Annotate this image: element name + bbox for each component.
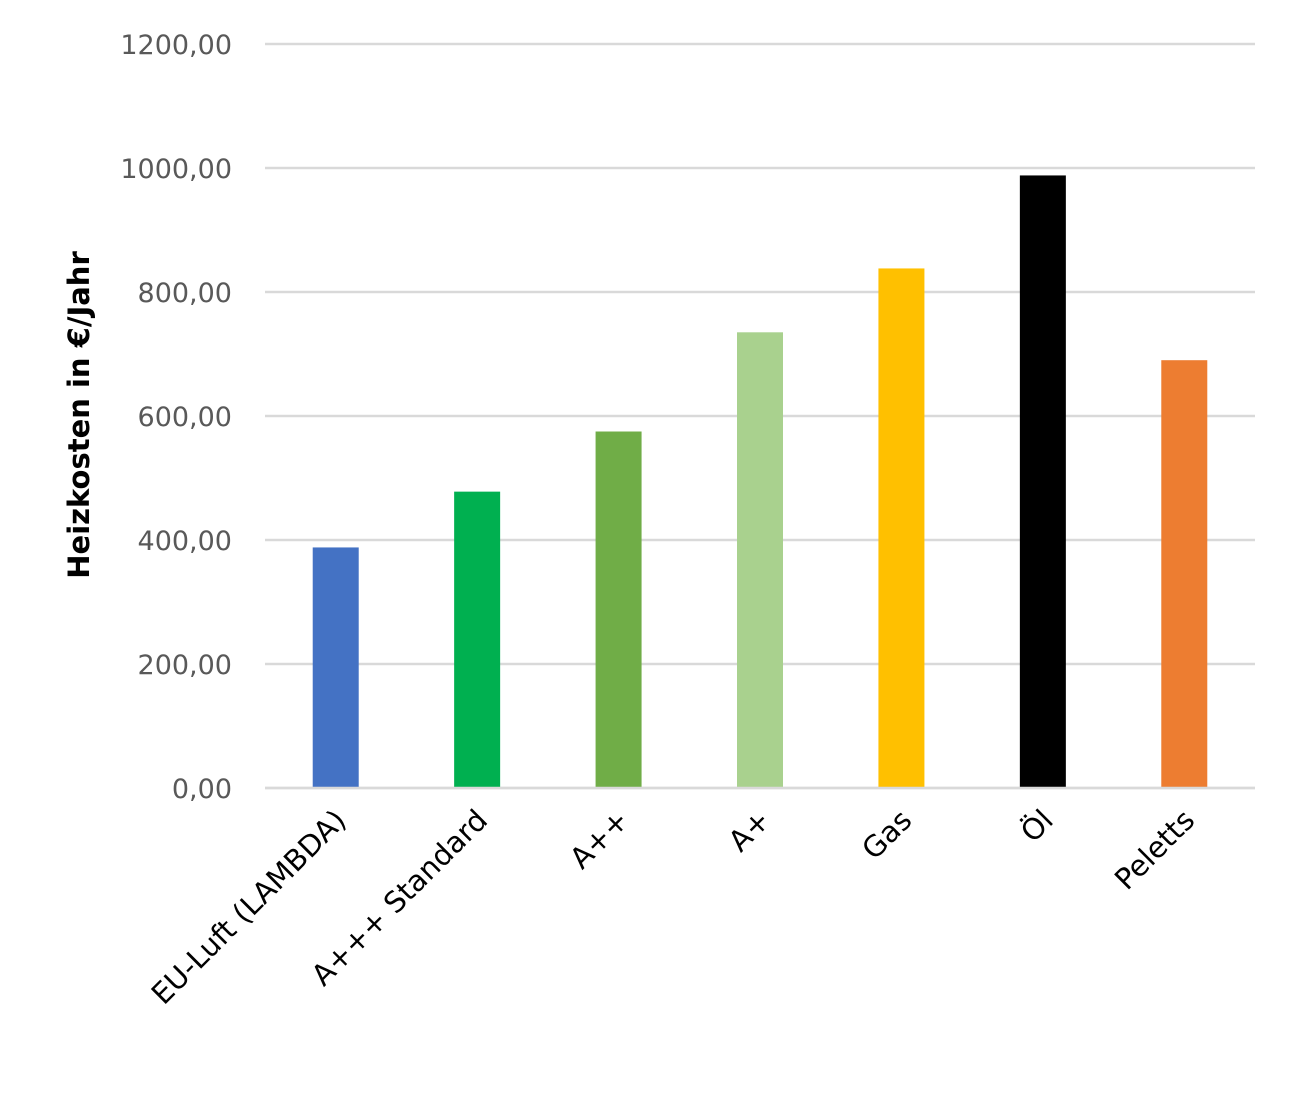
y-tick-label: 400,00 [138, 526, 232, 557]
x-category-label: A++ [563, 803, 635, 875]
y-axis-ticks: 0,00 200,00 400,00 600,00 800,00 1000,00 1200,… [120, 30, 232, 805]
x-category-label: Öl [1014, 803, 1060, 849]
x-axis-categories: EU-Luft (LAMBDA)A+++ Standard A++ A+ Gas Öl P… [145, 803, 1202, 1011]
bars [265, 175, 1255, 790]
y-tick-label: 600,00 [138, 402, 232, 433]
y-axis-title: Heizkosten in €/Jahr [62, 251, 96, 579]
y-tick-label: 800,00 [138, 278, 232, 309]
y-tick-label: 1000,00 [120, 154, 232, 185]
bar-1 [454, 491, 501, 788]
bar-6 [1161, 360, 1208, 788]
bar-2 [595, 431, 642, 788]
bar-5 [1019, 175, 1066, 788]
x-category-label: A+ [722, 803, 777, 858]
bar-4 [878, 268, 925, 788]
y-tick-label: 1200,00 [120, 30, 232, 61]
x-category-label: Peletts [1108, 803, 1201, 896]
bar-3 [737, 332, 783, 788]
y-tick-label: 0,00 [172, 774, 232, 805]
x-category-label: Gas [855, 803, 918, 866]
y-tick-label: 200,00 [138, 650, 232, 681]
bar-0 [312, 547, 359, 788]
